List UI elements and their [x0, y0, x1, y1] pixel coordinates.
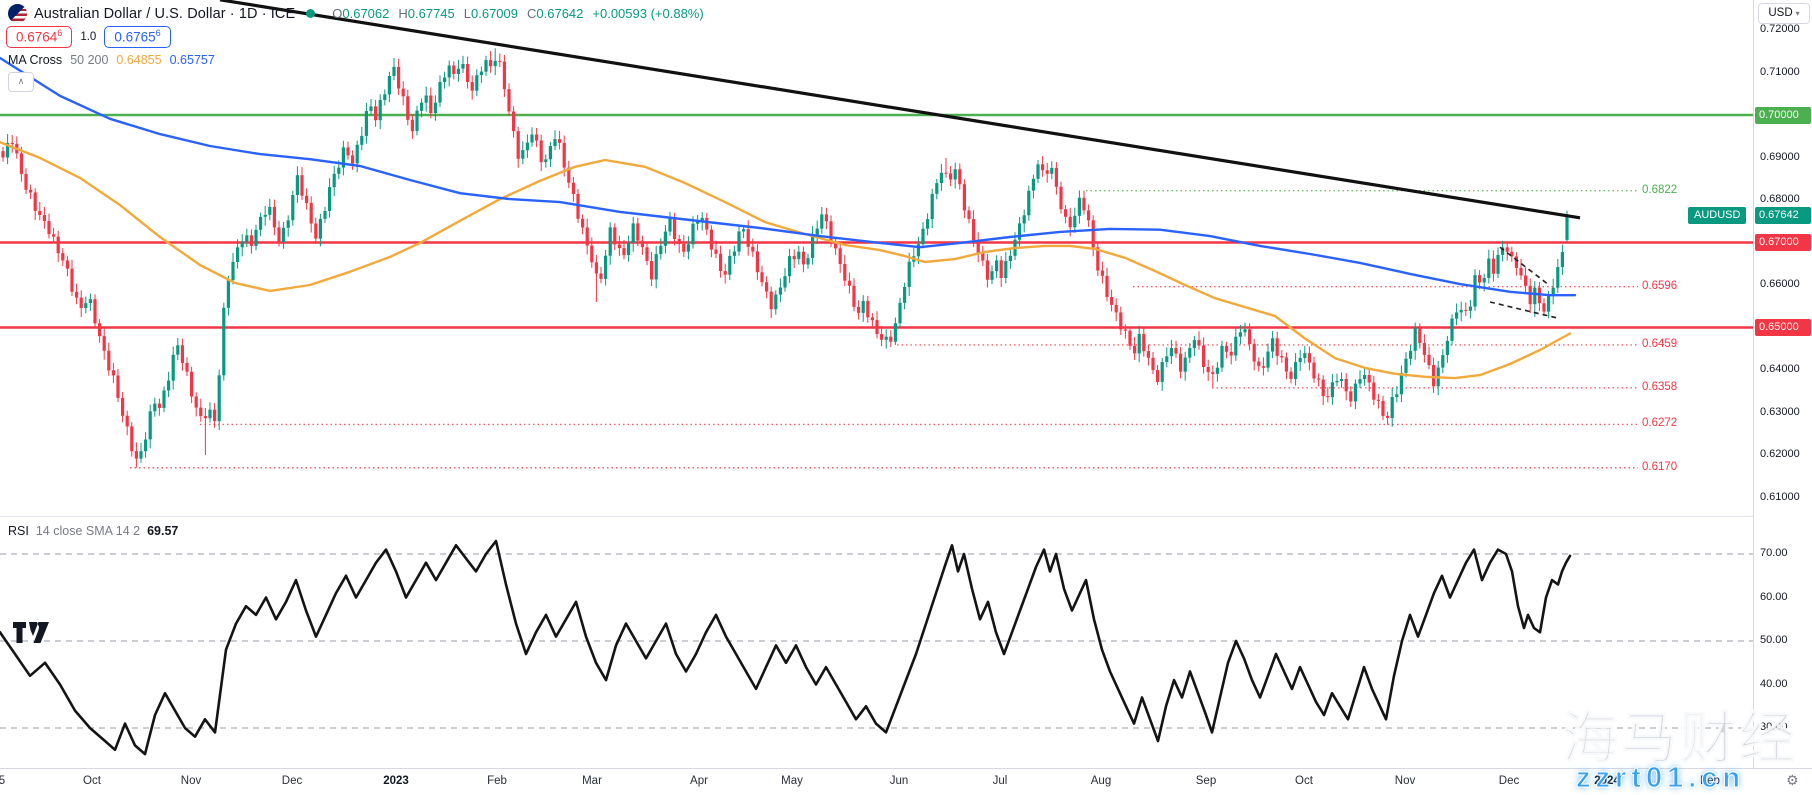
time-axis[interactable]: 5 Oct Nov Dec 2023 Feb Mar Apr May Jun Jul Aug Sep O…	[0, 768, 1812, 795]
time-label-partial: 5	[0, 775, 6, 787]
buy-button[interactable]: 0.67656	[104, 26, 171, 48]
buy-price-pip: 6	[155, 28, 161, 38]
time-label-Jun: Jun	[889, 775, 909, 787]
trendline-drawing[interactable]	[219, 0, 1581, 220]
buy-price: 0.6765	[114, 29, 156, 45]
wedge-dashed-line-1[interactable]	[1499, 246, 1550, 286]
collapse-legend-button[interactable]: ∧	[8, 72, 34, 92]
currency-dropdown[interactable]: USD ▾	[1758, 3, 1810, 24]
ma50-line[interactable]	[0, 140, 1572, 380]
ohlc-readout: O0.67062 H0.67745 L0.67009 C0.67642 +0.0…	[332, 6, 703, 21]
rsi-line[interactable]	[0, 539, 1572, 756]
price-tick-0.72000: 0.72000	[1760, 23, 1800, 35]
time-label-Nov: Nov	[1394, 775, 1416, 787]
time-label-Apr: Apr	[690, 775, 708, 787]
price-tick-0.71000: 0.71000	[1760, 65, 1800, 78]
price-tick-0.66000: 0.66000	[1760, 278, 1800, 290]
rsi-tick-50.00: 50.00	[1760, 634, 1788, 646]
time-label-Aug: Aug	[1090, 775, 1112, 787]
price-tick-0.69000: 0.69000	[1760, 150, 1800, 163]
chart-canvas[interactable]	[0, 0, 1753, 768]
gear-icon[interactable]: ⚙	[1786, 772, 1799, 788]
low-value: 0.67009	[471, 6, 518, 21]
time-label-Jul: Jul	[992, 775, 1008, 787]
price-badge-0.65000: 0.65000	[1755, 319, 1811, 336]
price-tick-0.61000: 0.61000	[1760, 490, 1800, 503]
open-label: O	[332, 6, 343, 21]
close-label: C	[527, 6, 537, 21]
level-label-0.6459: 0.6459	[1642, 337, 1678, 350]
price-tick-0.64000: 0.64000	[1760, 363, 1800, 375]
time-label-Nov: Nov	[180, 775, 202, 787]
sell-price-pip: 6	[57, 28, 63, 38]
tradingview-logo[interactable]	[13, 622, 49, 643]
rsi-tick-70.00: 70.00	[1760, 547, 1788, 559]
time-label-Oct: Oct	[83, 775, 101, 787]
price-tick-0.62000: 0.62000	[1760, 448, 1800, 460]
pane-separator[interactable]	[0, 516, 1753, 517]
rsi-tick-40.00: 40.00	[1760, 677, 1788, 690]
close-value: 0.67642	[536, 6, 584, 21]
symbol-flag-icon	[8, 4, 27, 23]
level-label-0.6822: 0.6822	[1642, 183, 1678, 196]
symbol-price-tag: AUDUSD	[1688, 206, 1747, 224]
ma200-line[interactable]	[0, 56, 1577, 297]
ma-cross-name: MA Cross	[8, 53, 63, 67]
symbol-title[interactable]: Australian Dollar / U.S. Dollar · 1D · I…	[34, 5, 296, 22]
market-status-dot[interactable]	[306, 9, 316, 18]
price-axis[interactable]: USD▾ 0.72000 0.71000 0.70000 0.69000 0.68000…	[1753, 0, 1812, 768]
spread-value: 1.0	[80, 30, 97, 43]
level-label-0.6358: 0.6358	[1642, 380, 1678, 393]
rsi-name: RSI	[8, 524, 29, 538]
rsi-tick-60.00: 60.00	[1760, 590, 1788, 603]
candles-group	[1, 48, 1569, 468]
time-label-Feb: Feb	[1700, 775, 1720, 787]
time-label-Oct: Oct	[1295, 775, 1313, 787]
time-label-2024: 2024	[1594, 775, 1620, 787]
price-tick-0.68000: 0.68000	[1760, 193, 1800, 205]
rsi-tick-30.00: 30.00	[1760, 721, 1788, 733]
high-label: H	[398, 6, 408, 21]
time-label-Feb: Feb	[487, 775, 507, 787]
high-value: 0.67745	[407, 6, 455, 21]
open-value: 0.67062	[342, 6, 390, 21]
chevron-down-icon: ▾	[1795, 9, 1800, 18]
watermark-url: zzrt01.cn	[1575, 762, 1746, 795]
ma-cross-legend[interactable]: MA Cross 50 200 0.64855 0.65757	[8, 53, 215, 67]
low-label: L	[463, 6, 471, 21]
sell-button[interactable]: 0.67646	[6, 26, 73, 48]
change-value: +0.00593 (+0.88%)	[592, 6, 704, 21]
price-badge-0.67000: 0.67000	[1755, 234, 1811, 251]
level-label-0.6596: 0.6596	[1642, 279, 1678, 292]
time-label-Dec: Dec	[1498, 775, 1520, 787]
time-label-May: May	[781, 775, 803, 787]
wedge-dashed-line-2[interactable]	[1489, 301, 1557, 319]
time-label-2023: 2023	[383, 775, 409, 787]
price-badge-0.70000: 0.70000	[1755, 106, 1811, 124]
currency-label: USD	[1768, 7, 1793, 19]
ma50-value: 0.64855	[116, 53, 162, 67]
rsi-legend[interactable]: RSI 14 close SMA 14 2 69.57	[8, 524, 178, 538]
rsi-value: 69.57	[147, 524, 179, 538]
time-label-Mar: Mar	[582, 775, 602, 787]
watermark-text: 海马财经	[1561, 706, 1798, 771]
last-price-badge: 0.67642	[1755, 206, 1811, 224]
time-label-Dec: Dec	[281, 775, 303, 787]
rsi-params: 14 close SMA 14 2	[35, 524, 141, 538]
ma-cross-params: 50 200	[70, 53, 109, 67]
sell-price: 0.6764	[16, 29, 58, 45]
time-label-Sep: Sep	[1195, 775, 1217, 787]
price-tick-0.63000: 0.63000	[1760, 405, 1800, 418]
level-label-0.6170: 0.6170	[1642, 460, 1678, 473]
ma200-value: 0.65757	[169, 53, 215, 67]
level-label-0.6272: 0.6272	[1642, 417, 1678, 430]
